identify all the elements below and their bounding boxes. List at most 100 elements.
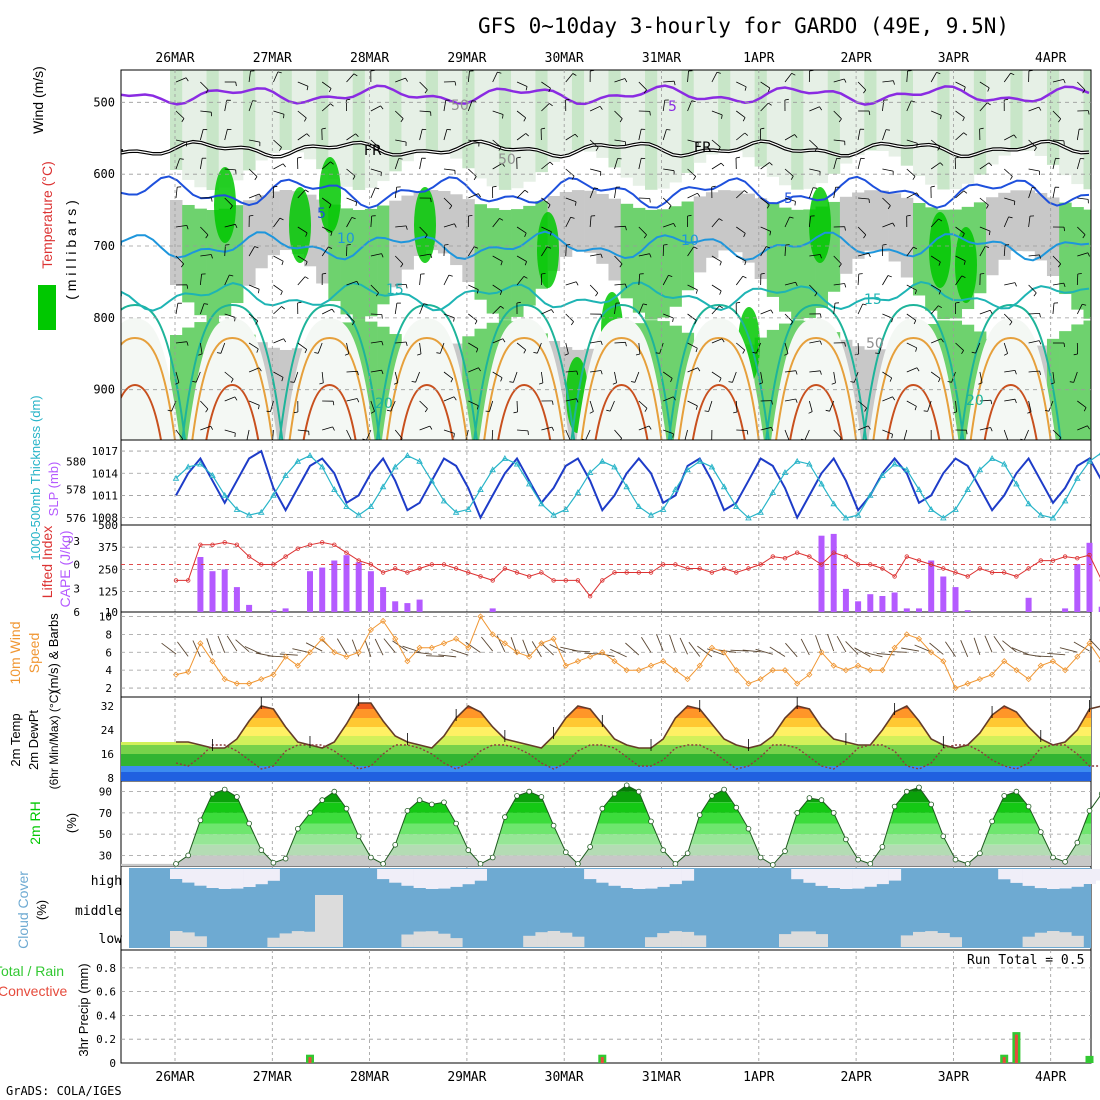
temperature-tick: 8 [107, 772, 114, 785]
lifted-index-point [782, 556, 788, 561]
thickness-point [1000, 460, 1008, 467]
rh-point [368, 854, 374, 861]
wind-barb-flag [624, 78, 628, 83]
rh-color-bands [121, 785, 1091, 866]
temperature-contour-5 [121, 175, 1090, 209]
wind-barb-flag [398, 158, 403, 160]
wind-barb-flag [476, 405, 479, 410]
rh-point [221, 786, 228, 793]
wind-speed-point [1037, 662, 1044, 669]
temperature-contour-25 [872, 336, 955, 440]
rh-cell-upper [255, 70, 268, 161]
wind-barb-staff [589, 139, 599, 148]
wind-barb-flag [565, 98, 570, 101]
wind-barb-flag [235, 224, 238, 229]
cloud-high-gap [1022, 869, 1036, 886]
thickness-point [465, 505, 472, 512]
thickness-point [550, 511, 557, 518]
wind-barb-staff [735, 275, 744, 286]
lifted-index-point [527, 574, 532, 579]
wind-barb-staff [589, 187, 595, 199]
dry-dome [868, 318, 959, 440]
rh-point [684, 850, 691, 857]
thickness-point [854, 511, 862, 518]
rh-point [380, 861, 386, 867]
wind-barb-staff [589, 284, 599, 294]
rh2m-axis-unit: (%) [64, 813, 79, 833]
wind-speed-point [769, 667, 776, 674]
wind-barb-flag [1039, 254, 1041, 259]
cloud-high-gap [401, 869, 414, 886]
wind-barb-staff [708, 400, 713, 412]
contour-label-5: 5 [784, 191, 793, 207]
rh-tick: 90 [99, 786, 112, 799]
wind-barb-staff [297, 226, 308, 234]
wind-speed-point [830, 662, 837, 669]
wind-barb-10m [973, 637, 981, 656]
wind-barb-staff [321, 103, 331, 112]
wind-barb-staff [346, 398, 358, 402]
cloud-high-gap [888, 869, 902, 881]
cloud-high-gap [389, 869, 402, 883]
wind-barb-staff [1052, 79, 1064, 83]
thickness-point [769, 488, 777, 495]
wind-barb-flag [411, 381, 416, 383]
wind-speed-point [392, 635, 399, 642]
wind-barb-10m [641, 637, 652, 653]
thickness-point [501, 454, 509, 461]
wind-barb-staff [930, 284, 941, 292]
cloud-high-gap [681, 869, 695, 881]
rh-band [121, 812, 1091, 824]
wind-barb-flag [939, 162, 944, 166]
rh-point [514, 793, 520, 799]
wind-barb-flag [936, 72, 941, 75]
wind-barb-staff [735, 400, 738, 413]
rh-cell-upper [961, 70, 975, 184]
dewpoint-line [175, 744, 1100, 770]
pressure-tick: 600 [93, 167, 115, 181]
rh-cell-upper [425, 70, 439, 151]
wind-barb-flag [838, 263, 842, 268]
wind-barb-staff [711, 284, 722, 292]
wind-barb-10m [438, 654, 457, 658]
wind-barb-staff [468, 193, 479, 199]
wind-barb-staff [882, 371, 892, 379]
lifted-index-point [880, 566, 885, 571]
wind-barb-flag [330, 161, 334, 165]
wind-barb-flag [767, 87, 771, 92]
wind-barb-staff [614, 303, 617, 315]
rh-point [611, 790, 618, 797]
date-label-bottom: 29MAR [447, 1070, 486, 1085]
lifted-index-tick: -3 [67, 535, 80, 548]
wind-barb-flag [916, 367, 920, 372]
wind-barb-staff [467, 100, 473, 112]
cloud-low-gap [1071, 935, 1084, 947]
wind-barb-flag [1095, 353, 1099, 354]
wind-barb-staff [394, 158, 400, 170]
date-label-bottom: 28MAR [350, 1070, 389, 1085]
wind-barb-staff [395, 284, 407, 286]
rh-point [416, 797, 423, 803]
wind-barb-staff [857, 425, 869, 431]
temperature-axis-title: Temperature (°C) [39, 161, 55, 269]
wind-barb-staff [1004, 134, 1015, 141]
wind-barb-flag [351, 217, 356, 220]
wind-barb-flag [328, 204, 332, 209]
wind-barb-flag [911, 100, 916, 103]
wind-barb-flag [733, 411, 738, 414]
wind-barb-flag [1010, 72, 1015, 76]
wind-barb-staff [662, 371, 673, 379]
cloud-low-gap [1034, 932, 1048, 947]
temperature-contour-25 [483, 336, 566, 440]
lifted-index-point [1038, 558, 1043, 563]
wind-barb-staff [273, 306, 282, 315]
wind-barb-staff [1052, 303, 1055, 315]
date-label-bottom: 26MAR [155, 1070, 194, 1085]
rh-cell-upper [1096, 70, 1100, 189]
thickness-point [282, 471, 289, 478]
wind-barb-flag [356, 398, 360, 403]
wind-barb-staff [419, 226, 428, 236]
date-label-top: 31MAR [642, 51, 681, 66]
thickness-point [1037, 511, 1045, 518]
wind-barb-flag [718, 218, 723, 222]
